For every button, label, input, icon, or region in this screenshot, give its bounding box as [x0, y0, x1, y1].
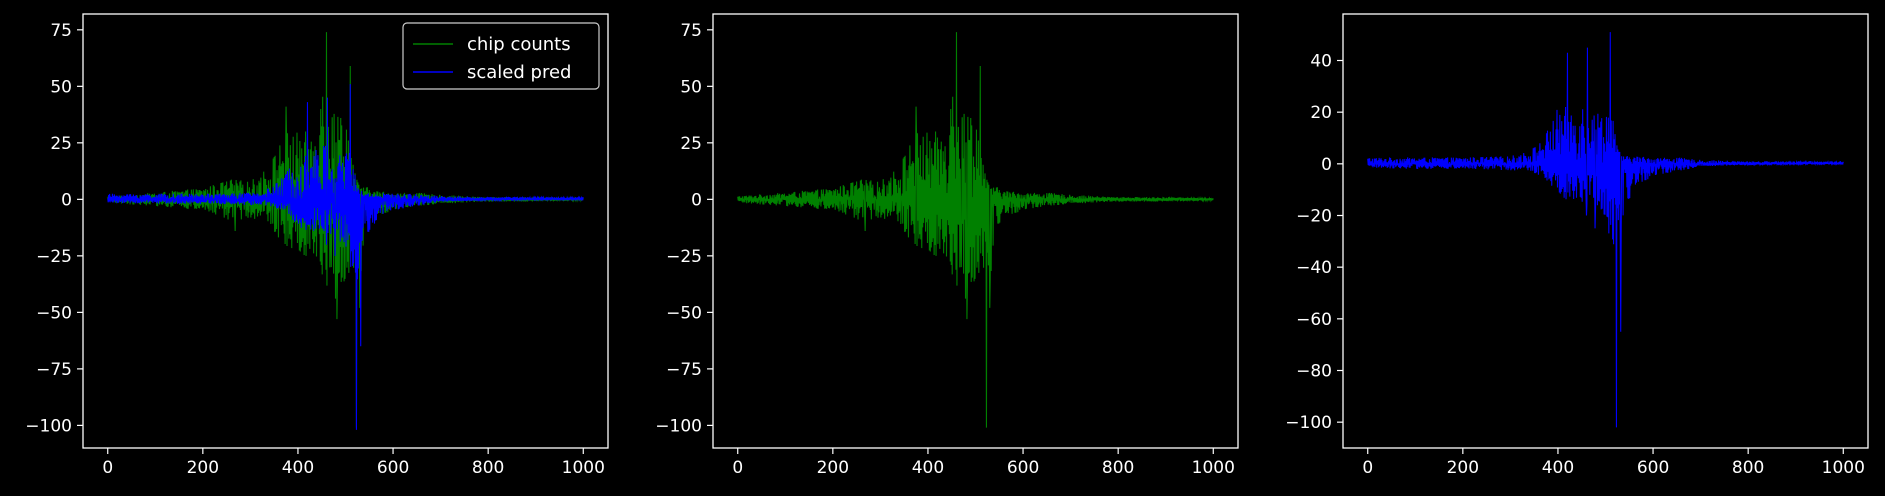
y-tick-label: 20 — [1310, 103, 1332, 123]
axes-frame — [712, 13, 1239, 449]
y-tick-label: −60 — [1296, 310, 1332, 330]
y-tick-label: 40 — [1310, 52, 1332, 72]
y-tick-label: 50 — [50, 77, 72, 97]
y-tick-label: 75 — [50, 21, 72, 41]
x-tick-label: 1000 — [1192, 458, 1235, 478]
y-tick-label: 50 — [680, 77, 702, 97]
legend: chip counts scaled pred — [402, 22, 600, 90]
x-tick-label: 600 — [377, 458, 409, 478]
x-tick-label: 400 — [282, 458, 314, 478]
y-tick-label: −80 — [1296, 362, 1332, 382]
series-line-0-1 — [107, 84, 584, 430]
y-tick-label: −50 — [666, 303, 702, 323]
y-tick-label: −20 — [1296, 207, 1332, 227]
y-tick-label: 0 — [1321, 155, 1332, 175]
x-tick-label: 600 — [1637, 458, 1669, 478]
x-tick-label: 200 — [187, 458, 219, 478]
x-tick-label: 0 — [1362, 458, 1373, 478]
x-tick-label: 0 — [102, 458, 113, 478]
y-tick-label: −100 — [1285, 413, 1332, 433]
y-tick-label: −100 — [655, 416, 702, 436]
x-tick-label: 1000 — [1822, 458, 1865, 478]
y-tick-label: 0 — [61, 190, 72, 210]
y-tick-label: −100 — [25, 416, 72, 436]
y-tick-label: −75 — [36, 360, 72, 380]
y-tick-label: −40 — [1296, 258, 1332, 278]
x-tick-label: 0 — [732, 458, 743, 478]
x-tick-label: 400 — [1542, 458, 1574, 478]
chart-left: 0 200 400 600 800 1000 −100 −75 −50 −25 0 25 50 75 chi… — [25, 13, 609, 478]
x-tick-label: 1000 — [562, 458, 605, 478]
y-tick-label: 25 — [680, 134, 702, 154]
x-tick-label: 800 — [1102, 458, 1134, 478]
y-tick-label: −75 — [666, 360, 702, 380]
chart-middle: 0 200 400 600 800 1000 −100 −75 −50 −25 0 25 50 75 — [655, 13, 1239, 478]
y-tick-label: 25 — [50, 134, 72, 154]
x-tick-label: 200 — [1447, 458, 1479, 478]
x-tick-label: 400 — [912, 458, 944, 478]
y-tick-label: −25 — [666, 247, 702, 267]
chart-right: 0 200 400 600 800 1000 −100 −80 −60 −40 −20 0 20 40 — [1285, 13, 1869, 478]
axes-frame — [82, 13, 609, 449]
x-tick-label: 600 — [1007, 458, 1039, 478]
y-tick-label: 75 — [680, 21, 702, 41]
x-tick-label: 800 — [1732, 458, 1764, 478]
legend-label: chip counts — [467, 34, 571, 55]
series-line-2-0 — [1367, 32, 1844, 428]
y-tick-label: 0 — [691, 190, 702, 210]
axes-frame — [1342, 13, 1869, 449]
x-tick-label: 800 — [472, 458, 504, 478]
legend-label: scaled pred — [467, 62, 571, 83]
x-tick-label: 200 — [817, 458, 849, 478]
y-tick-label: −25 — [36, 247, 72, 267]
y-tick-label: −50 — [36, 303, 72, 323]
series-line-1-0 — [737, 32, 1214, 428]
